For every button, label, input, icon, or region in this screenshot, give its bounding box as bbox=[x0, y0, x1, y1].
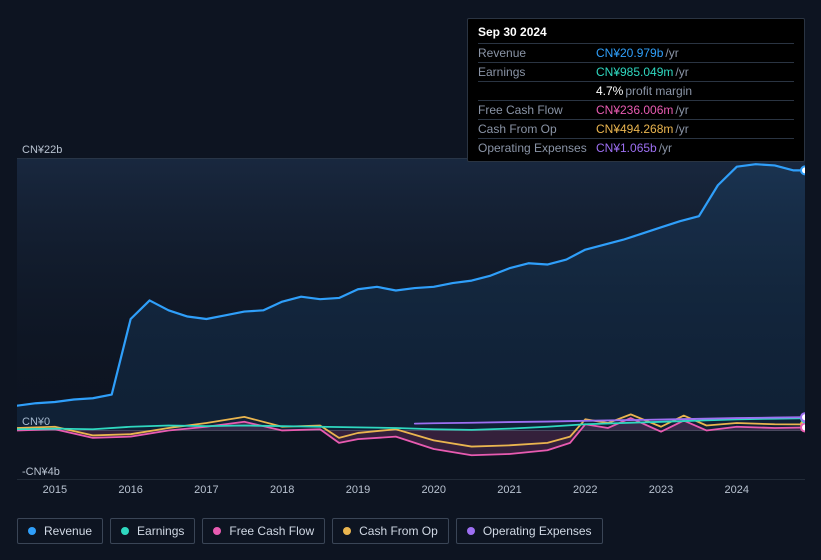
x-axis-tick: 2024 bbox=[725, 484, 749, 496]
legend-label: Revenue bbox=[44, 524, 92, 538]
legend-dot-icon bbox=[121, 527, 129, 535]
legend-dot-icon bbox=[467, 527, 475, 535]
tooltip-row: Free Cash FlowCN¥236.006m /yr bbox=[478, 100, 794, 119]
tooltip-metric-suffix: profit margin bbox=[625, 84, 692, 98]
tooltip-metric-label: Earnings bbox=[478, 65, 596, 79]
tooltip-metric-label: Operating Expenses bbox=[478, 141, 596, 155]
legend-label: Operating Expenses bbox=[483, 524, 592, 538]
tooltip-metric-label: Revenue bbox=[478, 46, 596, 60]
x-axis-tick: 2018 bbox=[270, 484, 294, 496]
tooltip-metric-label bbox=[478, 84, 596, 98]
x-axis: 2015 2016 2017 2018 2019 2020 2021 2022 2023 2024 bbox=[17, 484, 805, 500]
x-axis-tick: 2020 bbox=[421, 484, 445, 496]
tooltip-metric-suffix: /yr bbox=[659, 141, 672, 155]
tooltip-metric-suffix: /yr bbox=[675, 65, 688, 79]
legend-label: Earnings bbox=[137, 524, 184, 538]
x-axis-tick: 2017 bbox=[194, 484, 218, 496]
x-axis-tick: 2016 bbox=[118, 484, 142, 496]
tooltip-metric-label: Cash From Op bbox=[478, 122, 596, 136]
legend-dot-icon bbox=[213, 527, 221, 535]
tooltip-metric-value: CN¥1.065b bbox=[596, 141, 657, 155]
tooltip-row: 4.7% profit margin bbox=[478, 81, 794, 100]
legend-label: Cash From Op bbox=[359, 524, 438, 538]
legend-dot-icon bbox=[343, 527, 351, 535]
tooltip-metric-value: CN¥985.049m bbox=[596, 65, 673, 79]
x-axis-tick: 2022 bbox=[573, 484, 597, 496]
legend-dot-icon bbox=[28, 527, 36, 535]
legend-item-revenue[interactable]: Revenue bbox=[17, 518, 103, 544]
tooltip-row: Cash From OpCN¥494.268m /yr bbox=[478, 119, 794, 138]
tooltip-row: Operating ExpensesCN¥1.065b /yr bbox=[478, 138, 794, 157]
tooltip-metric-value: CN¥236.006m bbox=[596, 103, 673, 117]
legend-item-operating-expenses[interactable]: Operating Expenses bbox=[456, 518, 603, 544]
tooltip-row: EarningsCN¥985.049m /yr bbox=[478, 62, 794, 81]
tooltip-metric-value: CN¥494.268m bbox=[596, 122, 673, 136]
tooltip-date: Sep 30 2024 bbox=[478, 25, 794, 43]
tooltip-row: RevenueCN¥20.979b /yr bbox=[478, 43, 794, 62]
legend-item-cash-from-op[interactable]: Cash From Op bbox=[332, 518, 449, 544]
tooltip-metric-suffix: /yr bbox=[675, 122, 688, 136]
legend-item-free-cash-flow[interactable]: Free Cash Flow bbox=[202, 518, 325, 544]
legend-label: Free Cash Flow bbox=[229, 524, 314, 538]
hover-tooltip: Sep 30 2024 RevenueCN¥20.979b /yrEarning… bbox=[467, 18, 805, 162]
x-axis-tick: 2021 bbox=[497, 484, 521, 496]
financials-chart[interactable] bbox=[17, 158, 805, 500]
x-axis-tick: 2015 bbox=[43, 484, 67, 496]
y-axis-tick: CN¥22b bbox=[22, 144, 62, 156]
chart-legend: Revenue Earnings Free Cash Flow Cash From O… bbox=[17, 518, 603, 544]
tooltip-metric-suffix: /yr bbox=[665, 46, 678, 60]
tooltip-metric-value: 4.7% bbox=[596, 84, 623, 98]
tooltip-metric-suffix: /yr bbox=[675, 103, 688, 117]
x-axis-tick: 2023 bbox=[649, 484, 673, 496]
tooltip-metric-label: Free Cash Flow bbox=[478, 103, 596, 117]
legend-item-earnings[interactable]: Earnings bbox=[110, 518, 195, 544]
x-axis-tick: 2019 bbox=[346, 484, 370, 496]
tooltip-metric-value: CN¥20.979b bbox=[596, 46, 663, 60]
